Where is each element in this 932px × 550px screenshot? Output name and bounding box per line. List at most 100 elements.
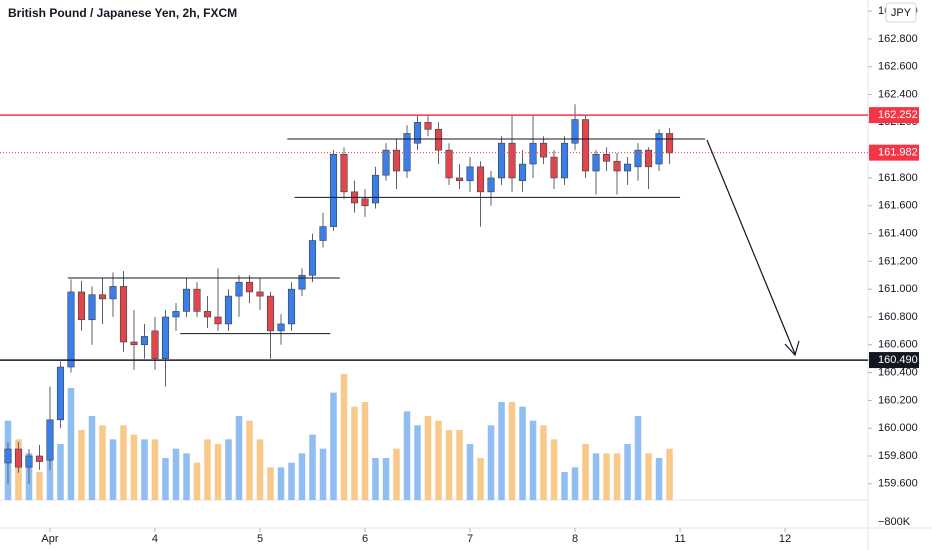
x-tick-label: 12 [779,533,791,545]
candle-body [392,149,401,172]
volume-bar [88,416,96,500]
y-tick-label: 159.800 [878,450,918,462]
volume-bar [172,448,180,500]
volume-bar [655,458,663,500]
candle-body [361,198,369,207]
currency-box[interactable] [885,2,917,23]
volume-bar [120,425,127,500]
volume-bar [666,448,673,500]
x-tick-label: 5 [257,533,263,545]
volume-bar [456,430,463,500]
candle-body [445,149,453,179]
volume-bar [424,416,432,500]
candle-body [613,160,621,172]
candle-body [35,455,44,462]
candle-body [634,149,642,168]
volume-bar [508,402,516,500]
candle-body [529,142,537,165]
candle-body [256,291,264,297]
y-tick-label: 162.800 [878,33,918,45]
volume-bar [624,444,631,500]
volume-bar [246,420,253,500]
volume-bar [372,458,379,500]
volume-bar [36,472,43,500]
volume-bar [277,467,285,500]
candle-body [214,316,222,325]
volume-bar [445,430,453,500]
volume-bar [141,439,148,500]
level-label-box [869,144,919,161]
y-tick-label: 160.600 [878,339,918,351]
x-tick-label: Apr [41,533,58,545]
volume-bar [603,453,610,500]
y-tick-label: 160.400 [878,366,918,378]
volume-bar [67,388,75,500]
candle-body [308,240,317,276]
candle-body [466,166,474,182]
volume-bar [529,420,537,500]
volume-bar [477,458,484,500]
volume-bar [582,444,589,500]
plot [0,104,868,500]
candle-body [161,316,170,359]
candle-body [518,163,527,182]
candle-body [67,291,75,368]
candle-body [56,366,65,421]
candle-body [182,288,191,312]
candle-body [623,163,632,172]
candle-body [98,294,107,300]
candle-body [266,295,275,332]
candle-body [46,419,54,461]
volume-bar [193,462,201,500]
candle-body [382,149,390,176]
level-label: 162.252 [878,109,918,121]
candle-body [130,341,138,346]
y-tick-label: 161.400 [878,227,918,239]
volume-bar [645,453,652,500]
candle-body [424,122,432,130]
volume-bar [613,453,621,500]
volume-bar [487,425,495,500]
candle-body [455,177,464,182]
candle-body [119,286,128,343]
volume-bar [78,430,85,500]
x-tick-label: 4 [152,533,158,545]
volume-bar [309,434,316,500]
volume-bar [540,425,547,500]
candle-body [14,448,23,468]
volume-bar [256,439,264,500]
y-tick-label: 161.200 [878,255,918,267]
candle-body [329,154,338,227]
arrow-head [784,340,800,357]
level-label: 160.490 [878,354,918,366]
y-tick-label: 162.600 [878,61,918,73]
candle-body [151,330,159,359]
candle-body [140,336,149,346]
candle-body [508,142,516,179]
volume-bar [340,374,348,500]
candle-body [403,133,411,172]
volume-bar [298,453,306,500]
volume-bar [382,458,390,500]
volume-bar [466,444,474,500]
x-tick-label: 6 [362,533,368,545]
candle-body [592,154,600,172]
candle-body [644,149,653,168]
candle-body [224,295,233,325]
volume-bar [592,453,600,500]
candle-body [550,156,558,179]
volume-bar [351,406,358,500]
y-tick-label: 160.800 [878,311,918,323]
arrow-line [706,139,796,355]
candle-body [203,311,212,318]
candle-body [245,281,254,293]
volume-bar [151,439,159,500]
volume-bar [361,402,369,500]
volume-bar [267,467,274,500]
volume-bar [130,434,138,500]
candle-body [235,281,243,297]
volume-bar [435,420,442,500]
volume-bar [225,439,232,500]
